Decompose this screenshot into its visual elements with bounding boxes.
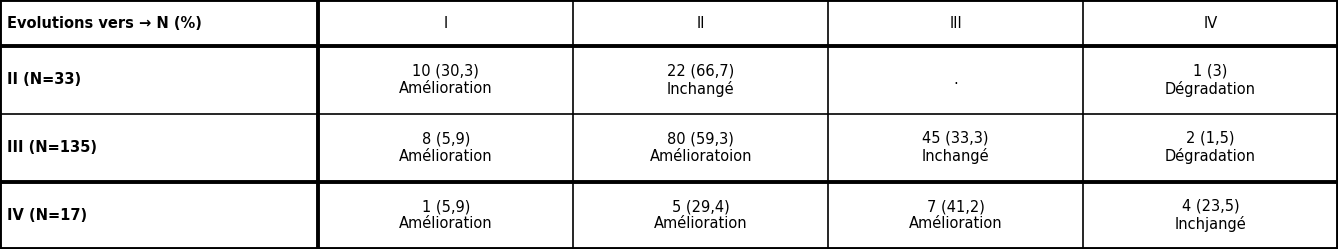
Text: 2 (1,5)
Dégradation: 2 (1,5) Dégradation (1165, 131, 1256, 164)
Text: 7 (41,2)
Amélioration: 7 (41,2) Amélioration (909, 199, 1002, 232)
Text: 10 (30,3)
Amélioration: 10 (30,3) Amélioration (399, 64, 492, 96)
Text: 1 (3)
Dégradation: 1 (3) Dégradation (1165, 63, 1256, 97)
Text: IV (N=17): IV (N=17) (7, 208, 87, 223)
Text: 4 (23,5)
Inchjangé: 4 (23,5) Inchjangé (1175, 198, 1247, 232)
Text: IV: IV (1203, 15, 1218, 31)
Text: 5 (29,4)
Amélioration: 5 (29,4) Amélioration (654, 199, 748, 232)
Text: II: II (697, 15, 705, 31)
Text: I: I (444, 15, 448, 31)
Text: Evolutions vers → N (%): Evolutions vers → N (%) (7, 15, 202, 31)
Text: II (N=33): II (N=33) (7, 72, 80, 87)
Text: 45 (33,3)
Inchangé: 45 (33,3) Inchangé (922, 131, 990, 164)
Text: III: III (949, 15, 962, 31)
Text: III (N=135): III (N=135) (7, 140, 96, 155)
Text: 8 (5,9)
Amélioration: 8 (5,9) Amélioration (399, 131, 492, 164)
Text: 22 (66,7)
Inchangé: 22 (66,7) Inchangé (666, 63, 735, 97)
Text: 80 (59,3)
Amélioratoion: 80 (59,3) Amélioratoion (649, 131, 752, 164)
Text: 1 (5,9)
Amélioration: 1 (5,9) Amélioration (399, 199, 492, 232)
Text: .: . (953, 72, 958, 87)
